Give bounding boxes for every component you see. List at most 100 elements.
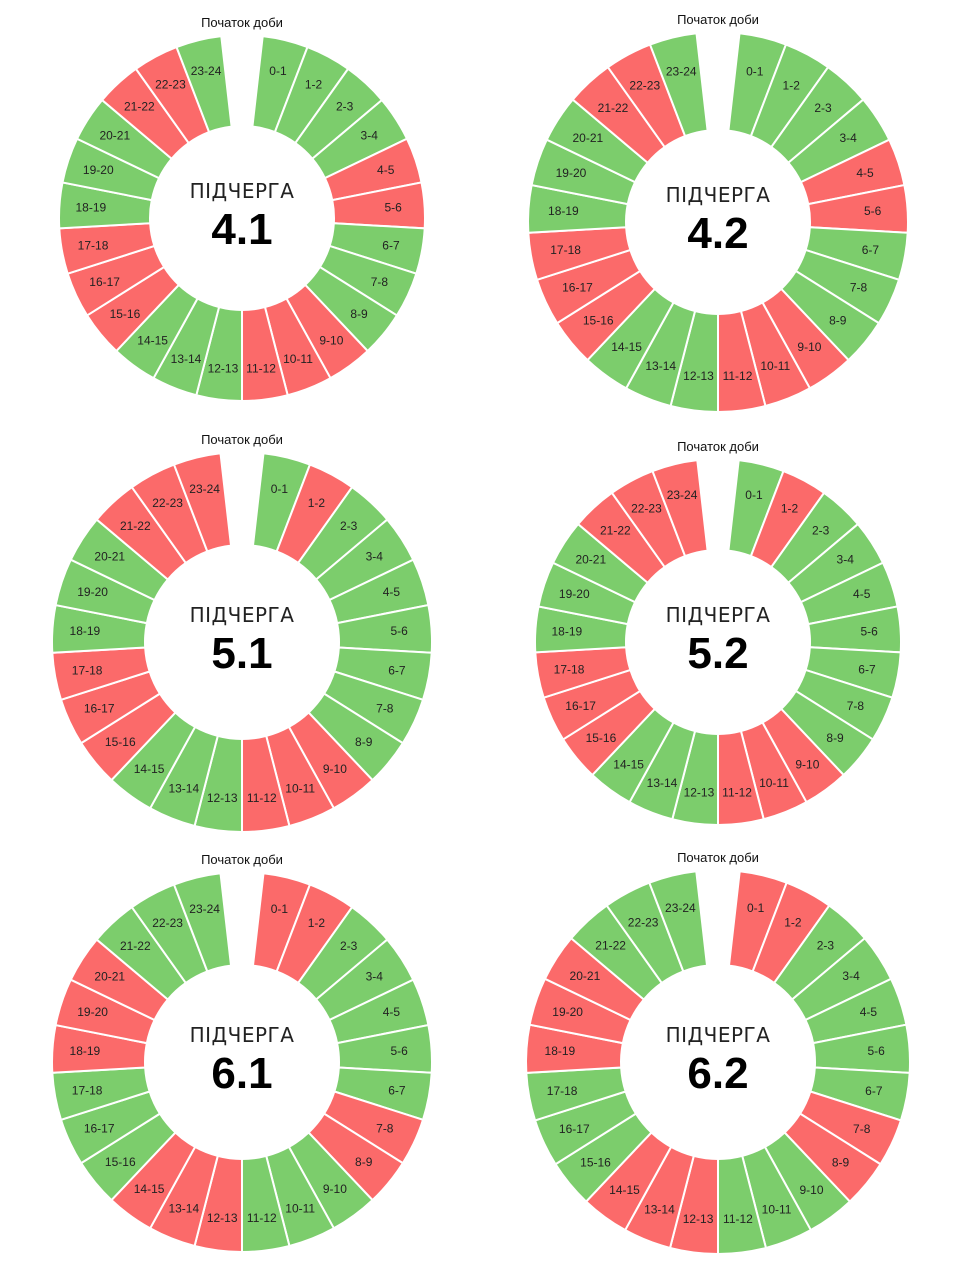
start-of-day-label: Початок доби	[677, 439, 759, 454]
slice-label: 15-16	[580, 1156, 611, 1170]
slice-label: 7-8	[371, 275, 389, 289]
slice-label: 1-2	[308, 496, 326, 510]
slice-label: 17-18	[72, 1084, 103, 1098]
slice-label: 18-19	[552, 624, 583, 638]
slice-label: 19-20	[77, 1005, 108, 1019]
slice-label: 22-23	[152, 496, 183, 510]
slice-label: 4-5	[383, 585, 401, 599]
slice-label: 16-17	[559, 1122, 590, 1136]
donut-chart-4.1: Початок доби 0-1 1-2 2-3 3-4 4-5 5-6 6-7 7-8 8-9 9…	[58, 15, 426, 403]
slice-label: 23-24	[189, 482, 220, 496]
slice-label: 13-14	[647, 776, 678, 790]
slice-label: 6-7	[388, 1084, 406, 1098]
slice-label: 14-15	[611, 340, 642, 354]
slice-label: 9-10	[795, 757, 819, 771]
slice-label: 8-9	[355, 735, 373, 749]
slice-label: 14-15	[134, 762, 165, 776]
slice-label: 10-11	[759, 776, 789, 790]
slice-label: 12-13	[208, 361, 239, 375]
slice-label: 7-8	[376, 701, 394, 715]
slice-label: 6-7	[858, 663, 876, 677]
start-of-day-label: Початок доби	[201, 15, 283, 30]
slice-23-24-power-on	[648, 870, 709, 973]
slice-label: 6-7	[388, 664, 406, 678]
slice-label: 16-17	[562, 280, 593, 294]
slice-label: 15-16	[583, 313, 614, 327]
slice-label: 20-21	[573, 131, 604, 145]
center-title: ПІДЧЕРГА	[666, 603, 771, 627]
slice-label: 19-20	[556, 166, 587, 180]
slice-label: 19-20	[559, 587, 590, 601]
slice-label: 2-3	[814, 101, 832, 115]
slice-label: 22-23	[631, 501, 662, 515]
slice-label: 18-19	[76, 200, 107, 214]
center-title: ПІДЧЕРГА	[190, 179, 295, 203]
slice-label: 18-19	[70, 624, 101, 638]
donut-chart-5.1: Початок доби 0-1 1-2 2-3 3-4 4-5 5-6 6-7 7-8 8-9 9…	[51, 432, 433, 834]
slice-label: 18-19	[548, 204, 579, 218]
slice-label: 20-21	[94, 549, 125, 563]
slice-label: 0-1	[271, 482, 289, 496]
slice-label: 4-5	[856, 166, 874, 180]
slice-label: 16-17	[565, 699, 596, 713]
start-of-day-label: Початок доби	[677, 12, 759, 27]
slice-label: 9-10	[799, 1183, 823, 1197]
slice-label: 5-6	[864, 204, 882, 218]
slice-label: 17-18	[550, 243, 581, 257]
slice-label: 23-24	[666, 64, 697, 78]
slice-label: 17-18	[547, 1084, 578, 1098]
slice-label: 0-1	[747, 901, 765, 915]
slice-label: 17-18	[554, 663, 585, 677]
slice-label: 1-2	[308, 916, 326, 930]
slice-label: 9-10	[797, 340, 821, 354]
center-title: ПІДЧЕРГА	[666, 183, 771, 207]
center-number: 5.2	[687, 629, 748, 678]
slice-label: 12-13	[684, 785, 715, 799]
slice-label: 15-16	[110, 307, 141, 321]
slice-label: 4-5	[860, 1005, 878, 1019]
slice-label: 9-10	[319, 333, 343, 347]
slice-label: 22-23	[155, 77, 186, 91]
center-number: 4.2	[687, 209, 748, 258]
slice-label: 19-20	[552, 1005, 583, 1019]
slice-label: 11-12	[247, 1211, 277, 1225]
center-number: 4.1	[211, 205, 272, 254]
slice-label: 16-17	[84, 1121, 115, 1135]
slice-label: 11-12	[246, 361, 276, 375]
center-title: ПІДЧЕРГА	[190, 603, 295, 627]
slice-label: 19-20	[77, 585, 108, 599]
slice-label: 0-1	[745, 488, 763, 502]
donut-chart-5.2: Початок доби 0-1 1-2 2-3 3-4 4-5 5-6 6-7 7-8 8-9 9…	[534, 439, 902, 827]
slice-label: 10-11	[760, 359, 790, 373]
slice-label: 3-4	[842, 969, 860, 983]
slice-label: 13-14	[171, 352, 202, 366]
slice-label: 12-13	[207, 791, 238, 805]
slice-label: 2-3	[817, 938, 835, 952]
slice-23-24-power-on	[172, 872, 233, 973]
slice-label: 22-23	[629, 78, 660, 92]
center-number: 5.1	[211, 629, 272, 678]
start-of-day-label: Початок доби	[201, 432, 283, 447]
slice-label: 20-21	[570, 969, 601, 983]
slice-label: 4-5	[853, 587, 871, 601]
start-of-day-label: Початок доби	[677, 850, 759, 865]
slice-label: 13-14	[168, 1201, 199, 1215]
slice-label: 3-4	[839, 131, 857, 145]
slice-label: 23-24	[665, 901, 696, 915]
slice-label: 6-7	[862, 243, 880, 257]
slice-label: 23-24	[191, 64, 222, 78]
donut-chart-6.2: Початок доби 0-1 1-2 2-3 3-4 4-5 5-6 6-7 7-8 8-9 9…	[525, 850, 911, 1256]
slice-label: 14-15	[613, 757, 644, 771]
slice-label: 0-1	[269, 64, 287, 78]
slice-23-24-power-off	[172, 452, 233, 553]
slice-label: 10-11	[285, 781, 315, 795]
slice-label: 11-12	[722, 785, 752, 799]
slice-label: 9-10	[323, 762, 347, 776]
slice-label: 22-23	[152, 916, 183, 930]
slice-label: 17-18	[72, 664, 103, 678]
slice-label: 14-15	[137, 333, 168, 347]
slice-label: 8-9	[350, 307, 368, 321]
slice-label: 13-14	[168, 781, 199, 795]
slice-label: 1-2	[781, 501, 799, 515]
